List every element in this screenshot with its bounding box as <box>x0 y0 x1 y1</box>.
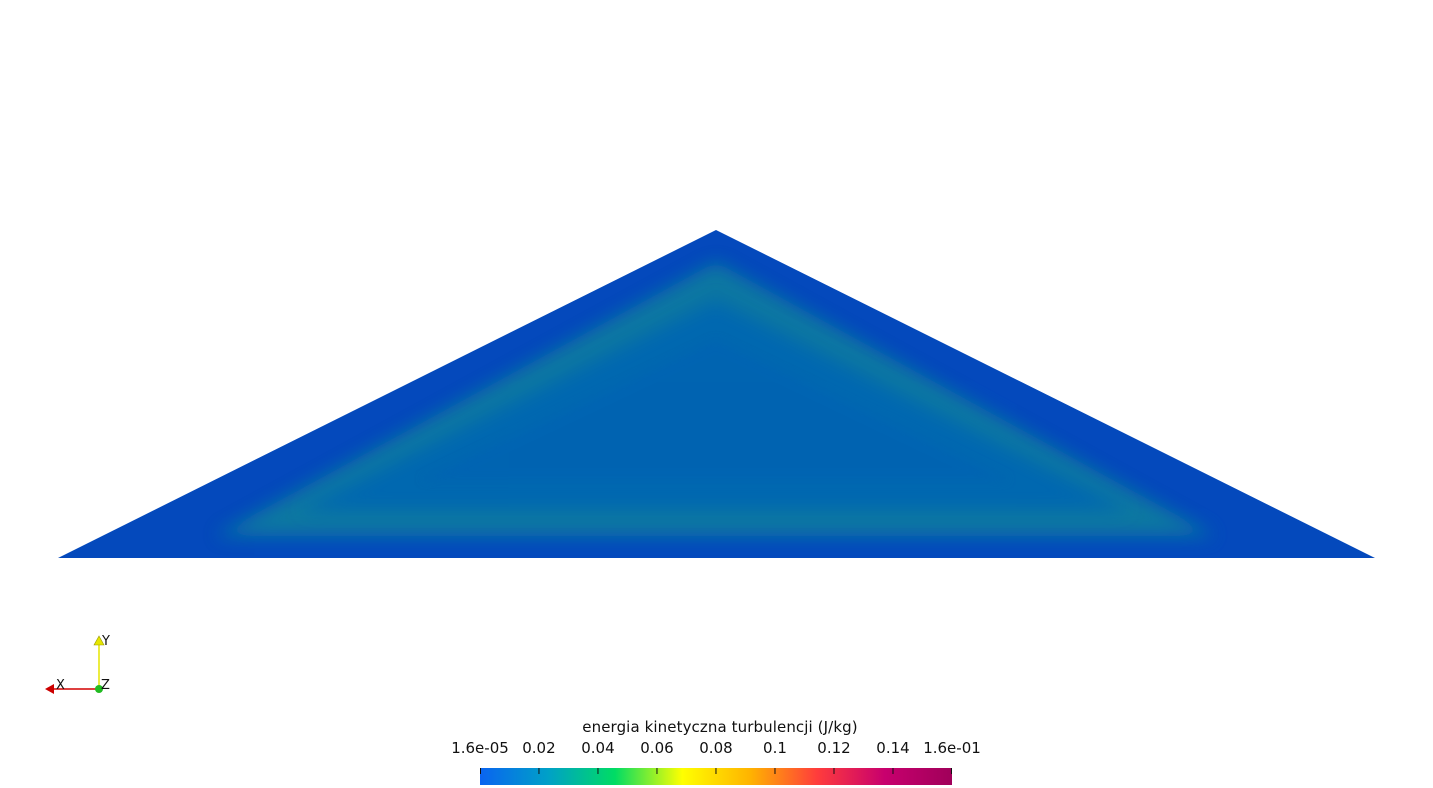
scalar-bar-tick-label: 0.12 <box>817 739 851 757</box>
scalar-bar-gradient <box>480 768 952 785</box>
scalar-bar[interactable]: energia kinetyczna turbulencji (J/kg) 1.… <box>440 716 1000 788</box>
x-axis-label: X <box>56 678 65 693</box>
x-axis-arrow-icon <box>45 684 54 694</box>
mesh-render[interactable] <box>0 0 1433 600</box>
scalar-bar-tick-label: 0.14 <box>876 739 910 757</box>
scalar-bar-tick-label: 0.04 <box>581 739 615 757</box>
core-inner <box>420 340 1010 480</box>
scalar-bar-tick-label: 1.6e-05 <box>451 739 509 757</box>
y-axis-arrow-icon <box>93 635 105 646</box>
scalar-bar-tick-label: 1.6e-01 <box>923 739 981 757</box>
scalar-bar-tick-label: 0.08 <box>699 739 733 757</box>
scalar-bar-tick-label: 0.1 <box>763 739 787 757</box>
z-axis-dot-icon <box>95 685 103 693</box>
scalar-bar-title: energia kinetyczna turbulencji (J/kg) <box>582 718 858 736</box>
z-axis-label: Z <box>101 678 110 693</box>
scalar-bar-tick-label: 0.02 <box>522 739 556 757</box>
y-axis-label: Y <box>101 634 110 649</box>
orientation-axes: Y X Z <box>45 634 110 694</box>
scalar-bar-tick-label: 0.06 <box>640 739 674 757</box>
